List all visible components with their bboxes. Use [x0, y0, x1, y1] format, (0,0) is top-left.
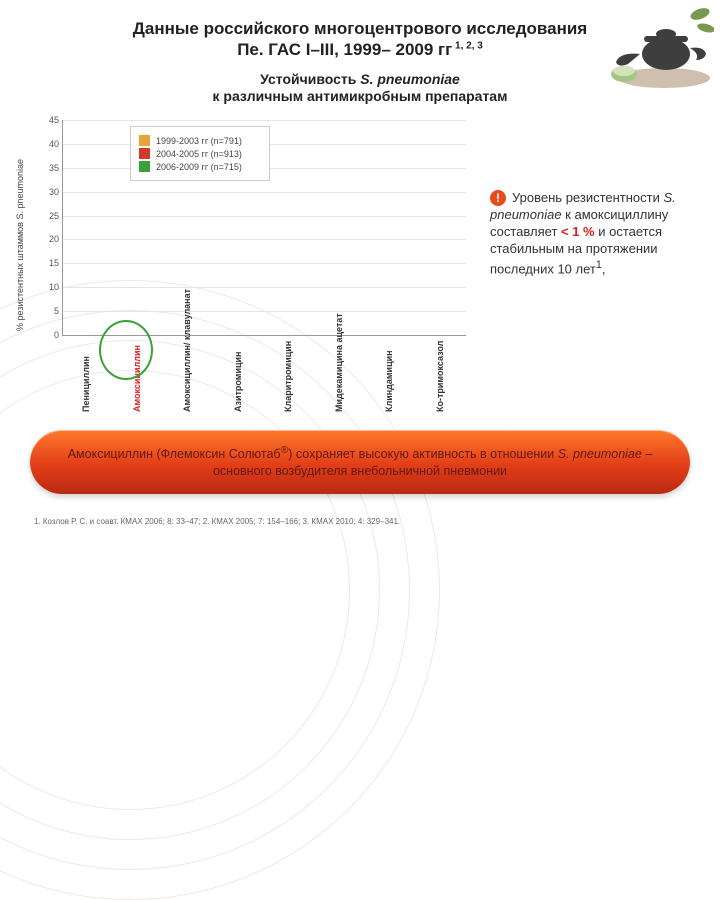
- x-label: Амоксициллин: [132, 400, 142, 412]
- gridline: [63, 216, 466, 217]
- legend-item: 1999‑2003 гг (n=791): [139, 135, 261, 146]
- references: 1. Козлов Р. С. и соавт. КМАХ 2006; 8: 3…: [34, 517, 690, 526]
- legend-swatch: [139, 161, 150, 172]
- x-label: Азитромицин: [233, 400, 243, 412]
- side-note: !Уровень резистентности S. pneumoniae к …: [490, 190, 690, 278]
- x-label: Ко-тримоксазол: [435, 400, 445, 412]
- y-tick: 5: [41, 306, 59, 316]
- y-axis-label: % резистентных штаммов S. pneumoniae: [15, 159, 25, 331]
- callout-ellipse-chart: [99, 320, 153, 380]
- subtitle-species: S. pneumoniae: [360, 71, 460, 87]
- gridline: [63, 239, 466, 240]
- title-refs: 1, 2, 3: [452, 41, 483, 52]
- y-tick: 30: [41, 187, 59, 197]
- subtitle-line2: к различным антимикробным препаратам: [213, 88, 508, 104]
- side-note-pre: Уровень резистентности: [512, 190, 664, 205]
- gridline: [63, 192, 466, 193]
- x-label: Кларитромицин: [283, 400, 293, 412]
- bullet-icon: !: [490, 190, 506, 206]
- legend-label: 2006‑2009 гг (n=715): [156, 162, 242, 172]
- legend-item: 2004‑2005 гг (n=913): [139, 148, 261, 159]
- legend-label: 1999‑2003 гг (n=791): [156, 136, 242, 146]
- x-label: Мидекамицина ацетат: [334, 400, 344, 412]
- legend-label: 2004‑2005 гг (n=913): [156, 149, 242, 159]
- y-tick: 15: [41, 258, 59, 268]
- subtitle: Устойчивость S. pneumoniae к различным а…: [40, 71, 680, 106]
- y-tick: 40: [41, 139, 59, 149]
- title-line1: Данные российского многоцентрового иссле…: [133, 19, 587, 38]
- legend-swatch: [139, 135, 150, 146]
- y-tick: 20: [41, 234, 59, 244]
- title-line2: Пе. ГАС I–III, 1999– 2009 гг: [237, 40, 452, 59]
- subtitle-pre: Устойчивость: [260, 71, 360, 87]
- legend-item: 2006‑2009 гг (n=715): [139, 161, 261, 172]
- y-tick: 25: [41, 211, 59, 221]
- y-tick: 35: [41, 163, 59, 173]
- banner-species: S. pneumoniae: [558, 447, 642, 461]
- y-tick: 0: [41, 330, 59, 340]
- banner-mid: ) сохраняет высокую активность в отношен…: [288, 447, 558, 461]
- gridline: [63, 263, 466, 264]
- conclusion-banner: Амоксициллин (Флемоксин Солютаб®) сохран…: [30, 430, 690, 494]
- gridline: [63, 120, 466, 121]
- y-tick: 45: [41, 115, 59, 125]
- page-title: Данные российского многоцентрового иссле…: [40, 18, 680, 61]
- gridline: [63, 287, 466, 288]
- x-label: Клиндамицин: [384, 400, 394, 412]
- x-label: Пенициллин: [81, 400, 91, 412]
- gridline: [63, 311, 466, 312]
- legend-swatch: [139, 148, 150, 159]
- x-label: Амоксициллин/ клавуланат: [182, 400, 192, 412]
- y-tick: 10: [41, 282, 59, 292]
- side-note-redvalue: < 1 %: [561, 224, 595, 239]
- chart-legend: 1999‑2003 гг (n=791) 2004‑2005 гг (n=913)…: [130, 126, 270, 181]
- side-note-comma: ,: [602, 261, 606, 276]
- banner-brand: Амоксициллин (Флемоксин Солютаб: [68, 447, 281, 461]
- decor-tea-set: [594, 4, 714, 94]
